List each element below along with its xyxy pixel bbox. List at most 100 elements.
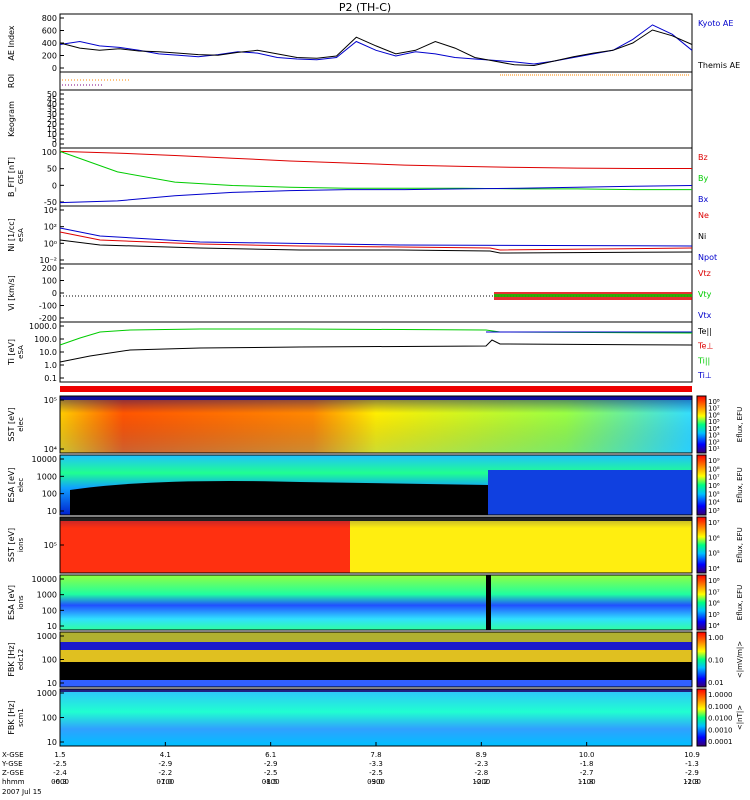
colorbar-tick-sst_e: 10⁴ xyxy=(708,425,720,433)
velocity-trace-band-2 xyxy=(494,294,692,297)
tick-label-temperature: 0.1 xyxy=(44,374,57,383)
tick-label-sst_i: 10⁵ xyxy=(44,541,57,550)
x-axis-coord-value: -0.3 xyxy=(53,778,67,786)
x-axis-coord-value: -2.5 xyxy=(53,760,67,768)
panel-ylabel2-fbk_b: scm1 xyxy=(17,708,25,727)
tick-label-fbk_e: 1000 xyxy=(37,632,57,641)
x-axis-coord-value: 10.0 xyxy=(579,751,595,759)
tick-label-ae: 600 xyxy=(42,27,57,36)
colorbar-tick-esa_e: 10⁹ xyxy=(708,457,720,465)
tick-label-esa_i: 10000 xyxy=(32,575,57,584)
x-axis-coord-value: 4.1 xyxy=(160,751,171,759)
series-line-by xyxy=(59,150,692,191)
colorbar-tick-esa_e: 10⁷ xyxy=(708,474,720,482)
tick-label-keogram: 20 xyxy=(47,120,57,129)
panel-ylabel2-esa_i: ions xyxy=(17,595,25,610)
colorbar-label-fbk_e: <|mV/m|> xyxy=(736,641,744,678)
tick-label-keogram: 0 xyxy=(52,140,57,149)
legend-velocity: Vty xyxy=(698,290,712,299)
colorbar-tick-fbk_b: 0.1000 xyxy=(708,703,733,711)
colorbar-tick-sst_e: 10⁷ xyxy=(708,405,720,413)
legend-temperature: Ti⊥ xyxy=(697,371,712,380)
legend-velocity: Vtx xyxy=(698,311,712,320)
x-axis-coord-value: -2.3 xyxy=(474,760,488,768)
x-axis-coord-value: -3.3 xyxy=(369,760,383,768)
colorbar-tick-sst_e: 10⁵ xyxy=(708,418,720,426)
x-axis-coord-value: -2.9 xyxy=(685,769,699,777)
panel-ylabel-sst_e: SST [eV] xyxy=(7,407,16,441)
spectrogram-esa-ions xyxy=(60,575,692,630)
tick-label-bfit: 50 xyxy=(47,165,57,174)
x-axis-time-tick: 1000 xyxy=(472,778,490,786)
panel-ylabel-density: Ni [1/cc] xyxy=(7,218,16,252)
x-axis-time-tick: 0900 xyxy=(367,778,385,786)
panel-ylabel-sst_i: SST [eV] xyxy=(7,528,16,562)
x-axis-coord-value: -2.7 xyxy=(580,769,594,777)
colorbar-label-esa_e: Eflux, EFU xyxy=(736,467,744,502)
colorbar-tick-fbk_b: 0.0001 xyxy=(708,738,733,746)
tick-label-velocity: 100 xyxy=(42,277,57,286)
spectrogram-fbk-edc12 xyxy=(60,632,692,687)
x-axis-coord-value: -2.9 xyxy=(158,760,172,768)
tick-label-bfit: 100 xyxy=(42,148,57,157)
x-axis-time-tick: 0600 xyxy=(51,778,69,786)
colorbar-tick-esa_e: 10³ xyxy=(708,507,720,515)
colorbar-tick-esa_i: 10⁶ xyxy=(708,600,720,608)
tick-label-esa_e: 100 xyxy=(42,490,57,499)
panel-ylabel-temperature: Ti [eV] xyxy=(7,339,16,366)
legend-temperature: Te|| xyxy=(697,327,712,336)
density-ne-line xyxy=(59,231,693,251)
colorbar-tick-fbk_e: 0.01 xyxy=(708,679,724,687)
legend-density: Npot xyxy=(698,253,717,262)
tick-label-temperature: 1000.0 xyxy=(29,322,57,331)
x-axis-coord-value: 7.8 xyxy=(370,751,381,759)
colorbar-tick-sst_i: 10⁷ xyxy=(708,519,720,527)
tick-label-velocity: -200 xyxy=(39,314,57,323)
plot-title: P2 (TH-C) xyxy=(339,1,391,14)
density-npot-line xyxy=(59,227,693,247)
x-axis-coord-value: -2.5 xyxy=(369,769,383,777)
tick-label-velocity: 0 xyxy=(52,289,57,298)
x-axis-coord-value: -1.8 xyxy=(580,778,594,786)
x-axis-time-tick: 1200 xyxy=(683,778,701,786)
tick-label-fbk_e: 100 xyxy=(42,656,57,665)
colorbar-tick-esa_i: 10⁴ xyxy=(708,622,720,630)
x-axis-coord-value: -1.0 xyxy=(158,778,172,786)
colorbar-tick-fbk_e: 0.10 xyxy=(708,657,724,665)
colorbar-tick-sst_e: 10³ xyxy=(708,432,720,440)
panel-ylabel2-sst_e: elec xyxy=(17,417,25,432)
tick-label-ae: 800 xyxy=(42,14,57,23)
density-ni-line xyxy=(59,239,693,254)
colorbar-label-sst_i: Eflux, EFU xyxy=(736,527,744,562)
colorbar-tick-esa_e: 10⁴ xyxy=(708,499,720,507)
tick-label-temperature: 1.0 xyxy=(44,361,57,370)
colorbar-tick-sst_i: 10⁶ xyxy=(708,534,720,542)
tick-label-keogram: 35 xyxy=(47,105,57,114)
x-axis-coord-value: -3.0 xyxy=(369,778,383,786)
legend-bfit: By xyxy=(698,174,708,183)
legend-bfit: Bx xyxy=(698,195,708,204)
x-axis-coord-value: -1.8 xyxy=(580,760,594,768)
legend-ae: Themis AE xyxy=(697,61,740,70)
mode-bar xyxy=(60,386,692,392)
panel-ylabel-ae: AE Index xyxy=(7,25,16,60)
colorbar-label-esa_i: Eflux, EFU xyxy=(736,585,744,620)
tick-label-density: 10⁴ xyxy=(44,206,57,215)
x-axis-coord-value: 8.9 xyxy=(476,751,487,759)
tick-label-bfit: -50 xyxy=(44,198,57,207)
x-axis-coord-value: -2.2 xyxy=(474,778,488,786)
tick-label-bfit: 0 xyxy=(52,181,57,190)
panel-ylabel-fbk_e: FBK [Hz] xyxy=(7,642,16,676)
colorbar-tick-sst_i: 10⁵ xyxy=(708,550,720,558)
x-axis-time-tick: 0800 xyxy=(262,778,280,786)
legend-temperature: Te⊥ xyxy=(697,342,713,351)
series-line-bx xyxy=(59,185,693,204)
x-axis-hhmm-label: hhmm xyxy=(2,778,25,786)
colorbar-tick-esa_e: 10⁸ xyxy=(708,465,720,473)
tick-label-ae: 0 xyxy=(52,64,57,73)
legend-density: Ni xyxy=(698,232,706,241)
panel-ylabel-esa_e: ESA [eV] xyxy=(7,468,16,503)
x-axis-row-label: Y-GSE xyxy=(1,760,23,768)
tick-label-keogram: 10 xyxy=(47,130,57,139)
x-axis-coord-value: -1.5 xyxy=(264,778,278,786)
